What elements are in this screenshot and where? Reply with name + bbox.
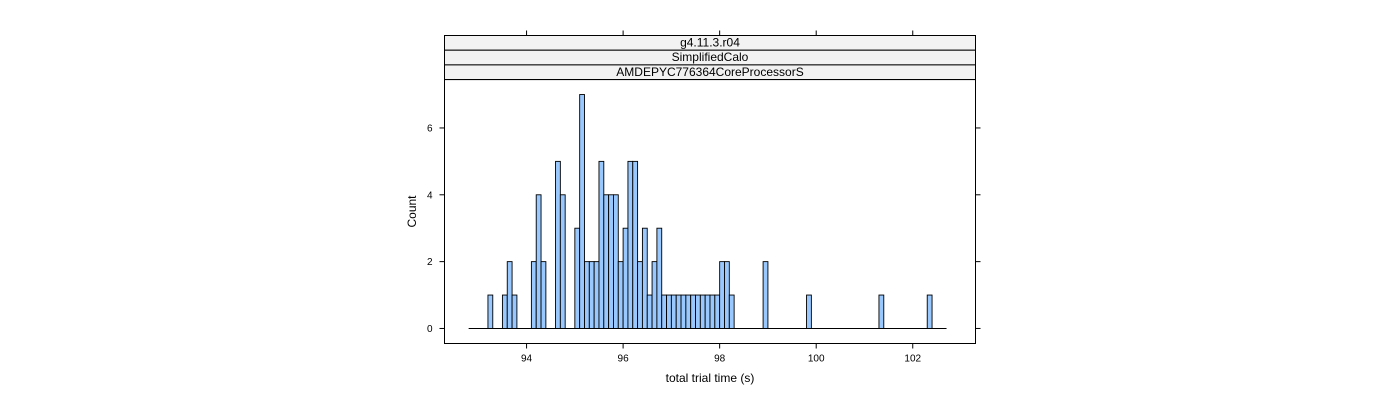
histogram-bar bbox=[501, 294, 508, 329]
x-tick-label: 102 bbox=[904, 354, 921, 365]
x-tick-label: 94 bbox=[521, 354, 533, 365]
histogram-bar bbox=[617, 261, 624, 329]
strip-label: AMDEPYC776364CoreProcessorS bbox=[616, 65, 803, 79]
histogram-bar bbox=[656, 227, 663, 329]
histogram-bar bbox=[598, 160, 605, 329]
histogram-bar bbox=[603, 194, 610, 329]
histogram-bar bbox=[878, 294, 885, 329]
histogram-bar bbox=[506, 261, 513, 329]
histogram-bar bbox=[704, 294, 711, 329]
histogram-bar bbox=[762, 261, 769, 329]
histogram-bar bbox=[540, 261, 547, 329]
x-tick-label: 100 bbox=[808, 354, 825, 365]
histogram-bar bbox=[593, 261, 600, 329]
histogram-bar bbox=[646, 294, 653, 329]
x-axis-title: total trial time (s) bbox=[666, 371, 755, 385]
histogram-bar bbox=[530, 261, 537, 329]
histogram-bar bbox=[675, 294, 682, 329]
histogram-bar bbox=[608, 194, 614, 329]
histogram-bar bbox=[666, 294, 672, 329]
histogram-bar bbox=[487, 294, 494, 329]
y-tick-label: 0 bbox=[427, 324, 433, 335]
histogram-bar bbox=[584, 261, 590, 329]
histogram-bar bbox=[709, 294, 716, 329]
histogram-bar bbox=[651, 261, 658, 329]
panel-frame bbox=[444, 79, 976, 344]
histogram-bar bbox=[627, 160, 634, 329]
histogram-bar bbox=[613, 194, 619, 329]
histogram-bar bbox=[806, 294, 812, 329]
histogram-bar bbox=[926, 294, 933, 329]
histogram-bar bbox=[579, 94, 585, 329]
histogram-bar bbox=[685, 294, 692, 329]
x-tick-label: 98 bbox=[714, 354, 726, 365]
histogram-bar bbox=[728, 294, 735, 329]
strip-headers: g4.11.3.r04SimplifiedCaloAMDEPYC776364Co… bbox=[444, 35, 976, 81]
histogram-bar bbox=[714, 294, 721, 329]
histogram-bar bbox=[719, 261, 725, 329]
histogram-bar bbox=[695, 294, 701, 329]
histogram-bar bbox=[535, 194, 542, 329]
y-axis-title: Count bbox=[405, 195, 419, 228]
x-tick-label: 96 bbox=[618, 354, 630, 365]
y-tick-label: 4 bbox=[427, 190, 433, 201]
histogram-bar bbox=[632, 160, 639, 329]
histogram-bar bbox=[680, 294, 687, 329]
histogram-bar bbox=[724, 261, 730, 329]
histogram-bar bbox=[555, 160, 561, 329]
y-tick-label: 2 bbox=[427, 257, 433, 268]
histogram-bar bbox=[511, 294, 518, 329]
histogram-bar bbox=[559, 194, 566, 329]
y-tick-label: 6 bbox=[427, 123, 433, 134]
histogram-bar bbox=[699, 294, 706, 329]
histogram-bar bbox=[574, 227, 581, 329]
histogram-bar bbox=[637, 261, 643, 329]
histogram-bar bbox=[641, 227, 648, 329]
axes: 94 96 98 100 102 0 2 4 6 bbox=[427, 30, 981, 365]
histogram-bar bbox=[622, 227, 629, 329]
strip-label: SimplifiedCalo bbox=[672, 50, 749, 64]
strip-label: g4.11.3.r04 bbox=[680, 36, 740, 50]
histogram-bar bbox=[690, 294, 696, 329]
histogram-bars bbox=[487, 94, 933, 329]
histogram-bar bbox=[661, 294, 668, 329]
histogram-bar bbox=[588, 261, 595, 329]
histogram-bar bbox=[670, 294, 677, 329]
